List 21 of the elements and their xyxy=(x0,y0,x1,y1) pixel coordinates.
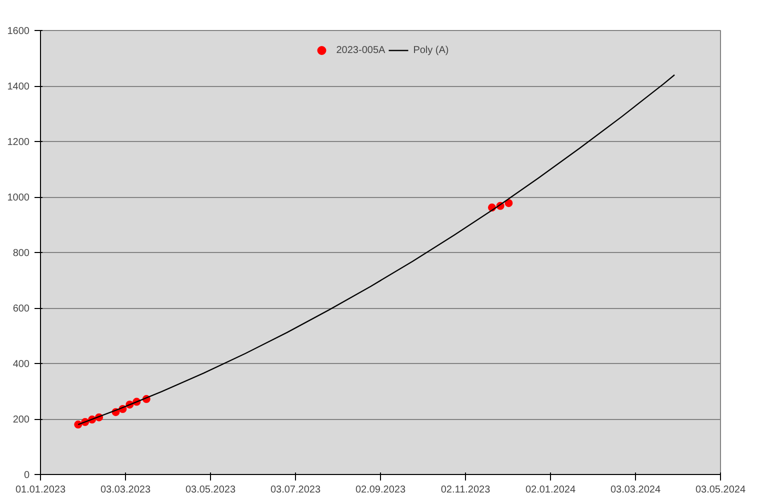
x-tick-label: 03.07.2023 xyxy=(270,484,321,496)
legend-label: Poly (A) xyxy=(413,44,449,56)
legend-label: 2023-005A xyxy=(336,44,386,56)
x-tick-label: 02.09.2023 xyxy=(355,484,406,496)
y-tick-label: 200 xyxy=(12,414,30,426)
y-tick-label: 1000 xyxy=(7,192,30,204)
x-tick-label: 03.03.2024 xyxy=(610,484,661,496)
y-tick-label: 800 xyxy=(12,248,30,259)
y-tick-label: 600 xyxy=(12,304,30,314)
point xyxy=(504,199,513,208)
x-tick-label: 02.01.2024 xyxy=(525,484,576,496)
x-tick-label: 03.03.2023 xyxy=(100,484,151,496)
y-tick-label: 400 xyxy=(12,359,30,370)
y-tick-label: 1600 xyxy=(7,26,30,37)
y-tick-label: 0 xyxy=(24,470,30,481)
x-tick-label: 03.05.2023 xyxy=(185,484,236,496)
y-tick-label: 1200 xyxy=(7,137,30,148)
y-tick-label: 1400 xyxy=(7,82,30,92)
x-tick-label: 03.05.2024 xyxy=(695,484,746,496)
x-tick-label: 01.01.2023 xyxy=(15,484,66,496)
x-tick-label: 02.11.2023 xyxy=(440,484,491,496)
